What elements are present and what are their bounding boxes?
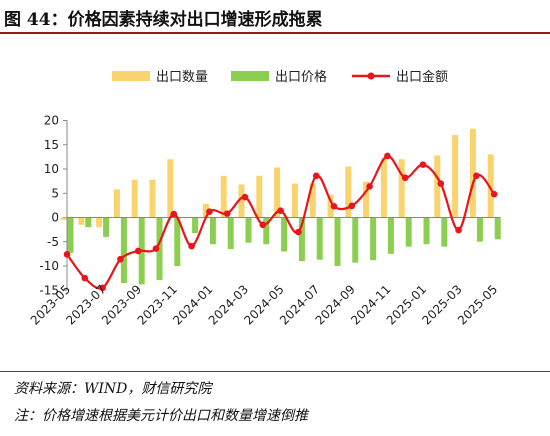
bar-price-10 (245, 217, 252, 243)
method-note: 注：价格增速根据美元计价出口和数量增速倒推 (14, 408, 308, 424)
marker-value-9 (223, 210, 231, 217)
bar-price-1 (85, 217, 92, 228)
bar-price-5 (156, 217, 163, 281)
bar-volume-2 (96, 217, 103, 228)
marker-value-3 (117, 255, 124, 263)
bar-price-19 (405, 217, 412, 247)
bar-volume-14 (309, 183, 316, 218)
bar-volume-16 (345, 166, 352, 218)
bar-price-24 (494, 217, 501, 240)
y-tick-label-5: 10 (44, 162, 59, 176)
y-tick-label-0: -15 (39, 283, 59, 297)
marker-value-0 (63, 251, 71, 258)
marker-value-18 (384, 152, 391, 160)
bar-volume-5 (149, 179, 156, 218)
marker-value-20 (419, 161, 427, 168)
footer-divider (0, 371, 550, 372)
legend-swatch-0 (112, 71, 150, 81)
bar-price-18 (387, 217, 394, 254)
x-tick-label-12: 2025-05 (455, 282, 500, 327)
marker-value-12 (277, 207, 284, 215)
y-tick-label-3: 0 (51, 211, 59, 225)
bar-volume-19 (398, 159, 405, 218)
bar-volume-6 (167, 159, 174, 218)
bar-price-9 (227, 217, 234, 250)
bar-volume-24 (487, 154, 494, 218)
bar-volume-1 (78, 217, 85, 225)
bar-volume-9 (220, 175, 227, 218)
bar-price-6 (174, 217, 181, 266)
figure-title-bar: 图 44：价格因素持续对出口增速形成拖累 (0, 0, 550, 34)
legend-label-2: 出口金额 (396, 69, 448, 85)
bar-price-7 (192, 217, 199, 234)
marker-value-2 (99, 284, 106, 292)
marker-value-16 (348, 202, 356, 210)
marker-value-8 (206, 208, 213, 215)
bar-price-15 (334, 217, 341, 266)
marker-value-13 (295, 228, 302, 236)
legend-label-0: 出口数量 (156, 70, 208, 85)
bar-price-2 (103, 217, 110, 237)
marker-value-21 (437, 180, 445, 187)
marker-value-15 (330, 203, 338, 210)
bar-price-20 (423, 217, 430, 245)
bar-volume-4 (131, 179, 138, 218)
bar-volume-3 (113, 189, 120, 218)
chart: 出口数量 出口价格 出口金额-15-10-5051015202023-052023-… (28, 69, 501, 328)
bar-volume-23 (469, 128, 476, 218)
marker-value-23 (473, 172, 480, 180)
marker-value-22 (455, 226, 462, 234)
legend-swatch-1 (231, 71, 269, 81)
y-tick-label-2: -5 (47, 235, 59, 249)
marker-value-6 (170, 210, 178, 218)
bar-price-12 (281, 217, 288, 252)
bar-volume-22 (452, 135, 459, 218)
bar-volume-8 (202, 203, 209, 218)
bar-volume-21 (434, 155, 441, 218)
y-tick-label-4: 5 (51, 186, 59, 200)
bar-price-11 (263, 217, 270, 245)
marker-value-5 (152, 245, 160, 252)
marker-value-4 (134, 247, 142, 255)
y-tick-label-6: 15 (44, 138, 59, 152)
y-tick-label-1: -10 (39, 259, 59, 273)
marker-value-7 (188, 242, 195, 250)
bar-volume-0 (60, 217, 67, 220)
figure-title: 图 44：价格因素持续对出口增速形成拖累 (4, 10, 323, 30)
legend-marker-2 (367, 72, 375, 80)
marker-value-1 (81, 274, 89, 282)
bar-volume-13 (291, 183, 298, 218)
bar-price-14 (316, 217, 323, 260)
bar-price-16 (352, 217, 359, 263)
bar-price-13 (298, 217, 305, 262)
marker-value-17 (366, 183, 373, 190)
bar-volume-18 (380, 158, 387, 218)
bar-price-3 (120, 217, 127, 283)
bar-volume-10 (238, 184, 245, 218)
bar-volume-12 (274, 167, 281, 218)
source-note: 资料来源：WIND，财信研究院 (14, 381, 212, 397)
bar-volume-15 (327, 194, 334, 218)
bar-price-21 (441, 217, 448, 247)
marker-value-19 (401, 174, 409, 182)
bar-price-17 (370, 217, 377, 261)
marker-value-11 (259, 221, 267, 229)
bar-price-23 (476, 217, 483, 242)
bar-volume-17 (363, 181, 370, 218)
line-export-value (66, 154, 496, 290)
marker-value-14 (312, 172, 320, 180)
marker-value-24 (490, 190, 498, 198)
marker-value-10 (241, 193, 249, 201)
bar-price-0 (67, 217, 74, 253)
bar-price-8 (209, 217, 216, 245)
y-tick-label-7: 20 (44, 114, 59, 128)
bar-volume-11 (256, 175, 263, 218)
legend-label-1: 出口价格 (275, 69, 327, 85)
